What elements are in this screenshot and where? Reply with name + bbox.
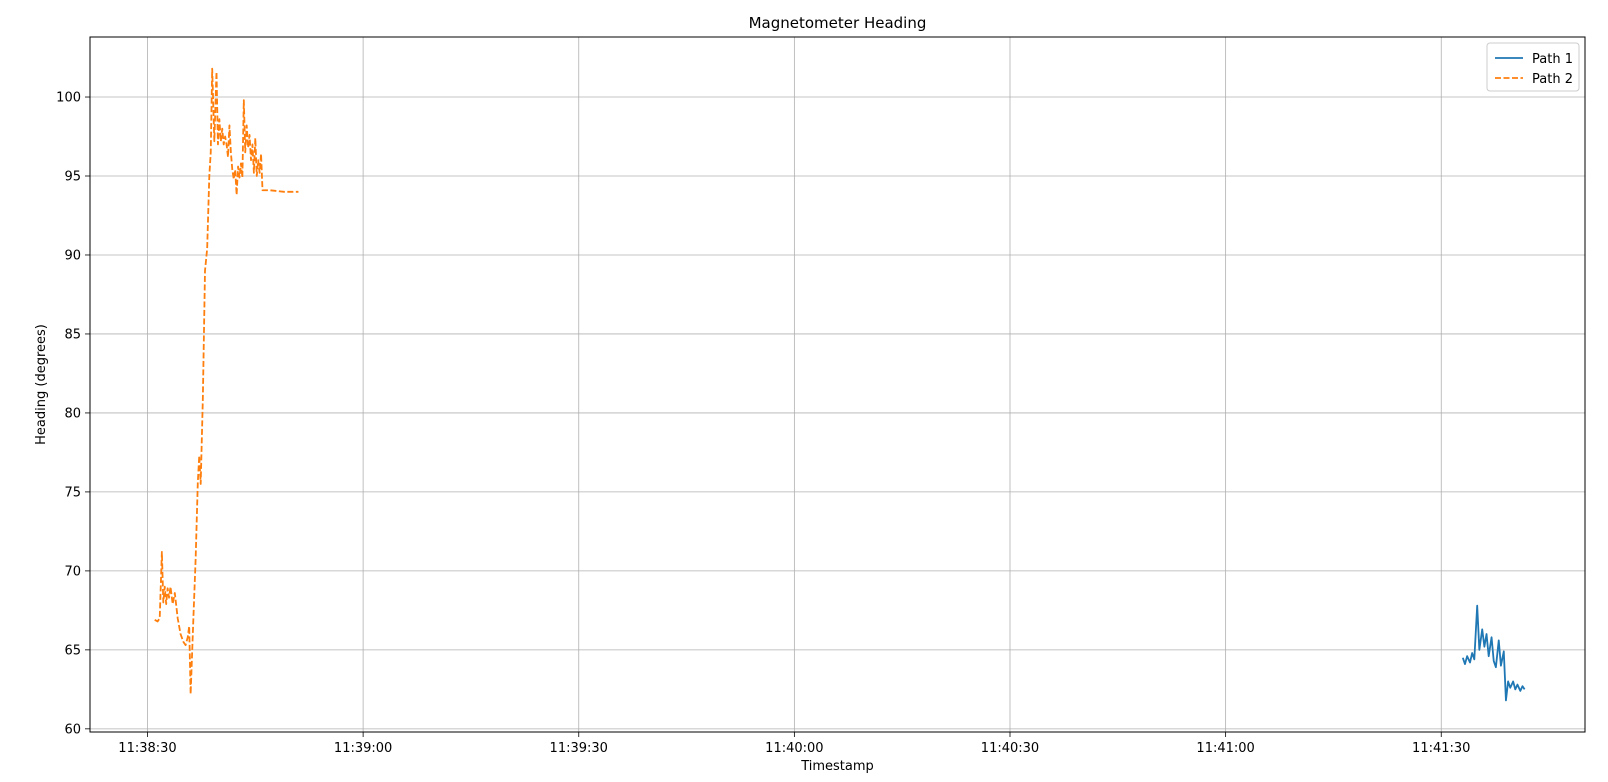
- x-tick-label: 11:38:30: [118, 741, 176, 756]
- series-line-2: [154, 67, 299, 695]
- y-tick-label: 60: [64, 722, 81, 737]
- series-layer: [154, 67, 1526, 702]
- y-tick-label: 80: [64, 406, 81, 421]
- legend-box: [1486, 42, 1580, 92]
- x-axis-label: Timestamp: [800, 759, 874, 774]
- y-axis-label: Heading (degrees): [34, 324, 49, 445]
- y-tick-label: 70: [64, 564, 81, 579]
- plot-frame: [89, 36, 1586, 733]
- y-tick-label: 65: [64, 643, 81, 658]
- y-tick-label: 90: [64, 248, 81, 263]
- x-tick-label: 11:39:00: [334, 741, 392, 756]
- tick-layer: 11:38:30 11:39:00 11:39:30 11:40:00 11:40:30…: [56, 91, 1470, 756]
- legend-label-2: Path 2: [1532, 72, 1573, 87]
- chart-title: Magnetometer Heading: [749, 14, 927, 32]
- y-tick-label: 95: [64, 170, 81, 185]
- series-line-1: [1461, 604, 1526, 702]
- x-tick-label: 11:39:30: [550, 741, 608, 756]
- y-tick-label: 75: [64, 485, 81, 500]
- y-tick-label: 85: [64, 327, 81, 342]
- grid-layer: [90, 37, 1585, 732]
- x-tick-label: 11:41:00: [1196, 741, 1254, 756]
- y-tick-label: 100: [56, 91, 81, 106]
- legend: Path 1 Path 2: [1486, 42, 1580, 92]
- legend-label-1: Path 1: [1532, 52, 1573, 67]
- x-tick-label: 11:40:30: [981, 741, 1039, 756]
- x-tick-label: 11:40:00: [765, 741, 823, 756]
- x-tick-label: 11:41:30: [1412, 741, 1470, 756]
